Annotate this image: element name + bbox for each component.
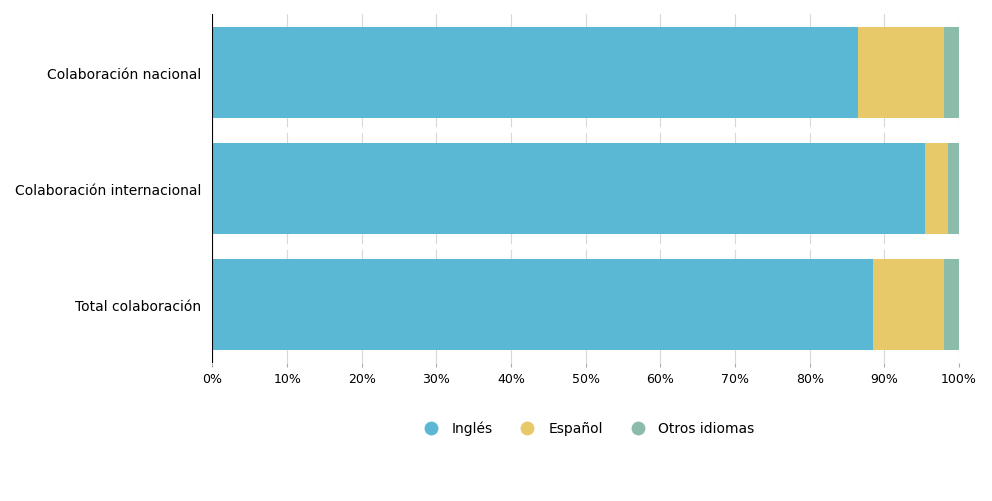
Bar <box>212 144 926 234</box>
Bar <box>858 28 944 118</box>
Bar <box>926 144 948 234</box>
Bar <box>212 260 873 351</box>
Bar <box>212 28 858 118</box>
Legend: Inglés, Español, Otros idiomas: Inglés, Español, Otros idiomas <box>412 415 760 441</box>
Bar <box>944 260 959 351</box>
Bar <box>948 144 959 234</box>
Bar <box>873 260 944 351</box>
Bar <box>944 28 959 118</box>
